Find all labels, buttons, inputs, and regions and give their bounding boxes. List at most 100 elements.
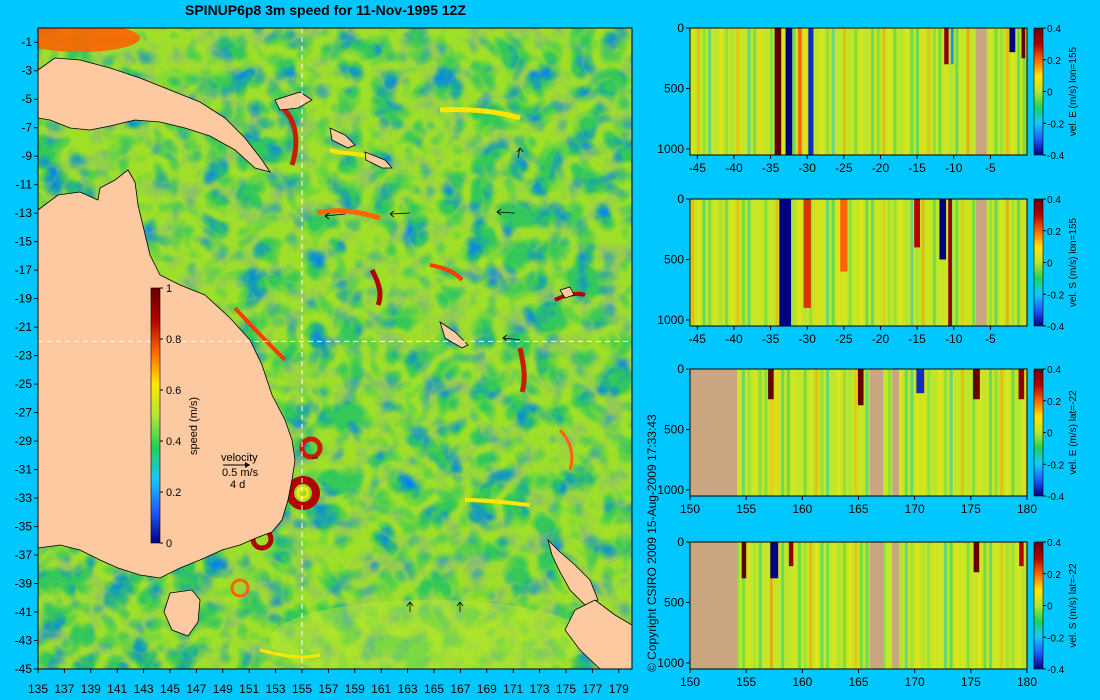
figure-title: SPINUP6p8 3m speed for 11-Nov-1995 12Z [185,2,466,18]
section-striation [696,28,700,155]
velocity-legend-arrowhead [245,462,250,468]
section-striation [949,369,953,496]
map-x-tick-label: 145 [160,682,180,696]
section-striation [1017,369,1021,496]
map-x-tick-label: 139 [81,682,101,696]
section-y-tick-label: 1000 [657,656,684,670]
new-britain [274,91,313,111]
section-striation [988,199,992,326]
section-striation [702,199,706,326]
section-colorbar [1033,27,1044,156]
section-striation [781,28,785,155]
section-striation [972,542,976,669]
section-x-tick-label: 175 [961,502,981,516]
section-striation [837,199,841,326]
new-zealand-south [564,599,632,669]
map-x-tick-label: 163 [398,682,418,696]
speed-colorbar-ticks: 0 0.2 0.4 0.6 0.8 1 [160,283,181,550]
section-striation [915,199,919,326]
section-striation [803,369,807,496]
section-striation [876,28,880,155]
section-striation [848,28,852,155]
section-striation [887,199,891,326]
section-striation [781,369,785,496]
speed-colorbar-tick-label: 1 [166,283,172,295]
section-colorbar-tick-label: 0.4 [1047,195,1061,206]
section-land [869,369,884,496]
section-striation [932,542,936,669]
jet [369,268,383,306]
section-striation [893,199,897,326]
section-striation [960,199,964,326]
section-x-tick-label: -40 [725,161,743,175]
section-striation [938,542,942,669]
section-striation [927,542,931,669]
section-current [914,199,921,248]
section-striation [764,28,768,155]
section-striation [803,542,807,669]
section-striation [977,369,981,496]
section-striation [882,28,886,155]
section-colorbar-tick-label: 0 [1047,602,1053,613]
section-striation [1011,369,1015,496]
section-striation [1005,369,1009,496]
section-striation [747,542,751,669]
velocity-legend: velocity 0.5 m/s 4 d [221,452,259,491]
section-x-tick-label: 160 [792,502,812,516]
section-striation [915,369,919,496]
section-striation [842,28,846,155]
section-striation [753,369,757,496]
section-x-tick-label: -25 [835,161,853,175]
solomons-2 [364,151,393,169]
section-x-tick-label: -20 [872,332,890,346]
section-x-tick-label: -15 [908,161,926,175]
section-striation [944,369,948,496]
section-current [741,542,747,579]
section-striation [769,28,773,155]
section-striation [719,199,723,326]
section-striation [882,199,886,326]
map-y-tick-label: -33 [15,491,33,505]
section-colorbar-tick-label: 0.2 [1047,227,1061,238]
section-striation [814,28,818,155]
map-y-tick-label: -25 [15,377,33,391]
section-current [1018,369,1025,400]
section-striation [753,199,757,326]
section-current [857,369,864,406]
section-x-tick-label: 175 [961,675,981,689]
section-striation [966,28,970,155]
section-striation [882,542,886,669]
depth-sections: -45 -40 -35 -30 -25 -20 -15 -10 -5 0 500 1000 -0.4 -0… [657,21,1079,689]
section-striation [691,28,695,155]
section-striation [955,369,959,496]
section-land [975,199,987,326]
section-current [785,28,793,155]
section-frame [689,198,1028,327]
map-x-tick-label: 169 [477,682,497,696]
map-crosshair [38,28,632,669]
section-striation [854,199,858,326]
section-striation [809,369,813,496]
section-x-tick-label: -30 [799,332,817,346]
section-x-tick-label: 180 [1017,675,1037,689]
section-striation [938,199,942,326]
section-colorbar-tick-label: -0.2 [1047,290,1065,301]
section-current [808,28,814,155]
eddy [296,486,310,500]
map-x-tick-label: 137 [54,682,74,696]
section-striation [859,369,863,496]
section-x-tick-label: 170 [905,675,925,689]
map-x-tick-label: 165 [424,682,444,696]
speed-colorbar-label: speed (m/s) [188,397,200,455]
section-colorbar-label: vel. S (m/s) lat=-22 [1068,563,1079,648]
section-colorbar-tick-label: 0.2 [1047,397,1061,408]
section-striation [871,199,875,326]
section-striation [1017,542,1021,669]
section-current [973,542,980,573]
section-striation [831,542,835,669]
map-y-tick-label: -19 [15,292,33,306]
section-striation [921,199,925,326]
section-striation [932,199,936,326]
section-striation [1005,199,1009,326]
section-colorbar-tick-label: -0.4 [1047,322,1065,333]
